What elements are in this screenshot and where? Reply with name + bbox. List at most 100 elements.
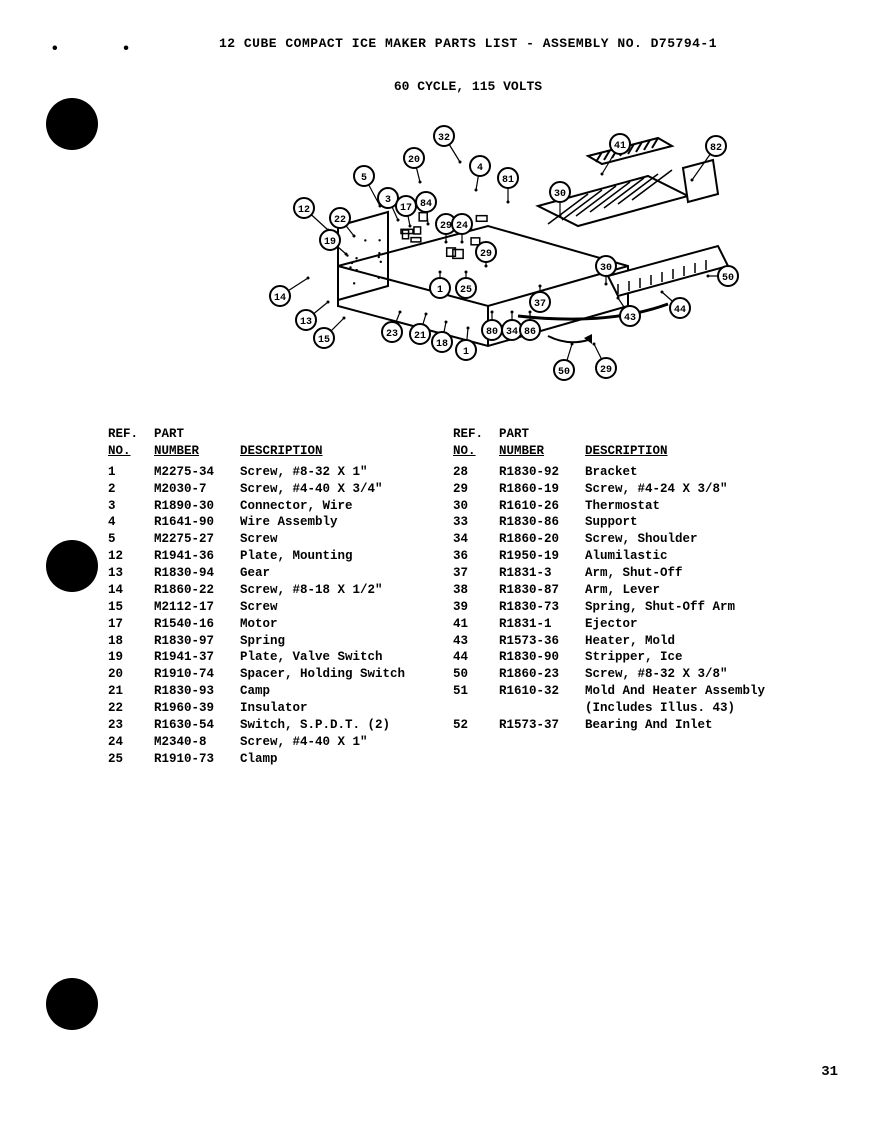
- callout-number: 32: [438, 133, 450, 144]
- parts-diagram-svg: 3241822048153031784122229241929305014125…: [188, 116, 748, 396]
- cell-partnumber: R1910-74: [154, 666, 240, 683]
- cell-description: Screw, #8-32 X 1": [240, 464, 405, 481]
- callout-number: 5: [361, 173, 367, 184]
- cell-ref: 14: [108, 582, 154, 599]
- callout-number: 81: [502, 175, 514, 186]
- punch-hole: [46, 540, 98, 592]
- scan-artifact-dots: • •: [50, 40, 157, 58]
- callout-number: 1: [437, 285, 443, 296]
- cell-description: Thermostat: [585, 498, 765, 515]
- callout-number: 4: [477, 163, 483, 174]
- cell-partnumber: R1890-30: [154, 498, 240, 515]
- cell-description: Screw, #4-40 X 1": [240, 734, 405, 751]
- table-row: 12R1941-36Plate, Mounting: [108, 548, 405, 565]
- cell-partnumber: R1860-23: [499, 666, 585, 683]
- callout-number: 23: [386, 329, 398, 340]
- cell-description: Arm, Lever: [585, 582, 765, 599]
- table-row: 51R1610-32Mold And Heater Assembly: [453, 683, 765, 700]
- cell-ref: 30: [453, 498, 499, 515]
- table-row: (Includes Illus. 43): [453, 700, 765, 717]
- table-row: 25R1910-73Clamp: [108, 751, 405, 768]
- cell-ref: 18: [108, 633, 154, 650]
- callout-number: 22: [334, 215, 346, 226]
- cell-ref: 2: [108, 481, 154, 498]
- parts-tables: REF. NO. PART NUMBER DESCRIPTION 1M2275-…: [108, 426, 836, 768]
- table-body-right: 28R1830-92Bracket29R1860-19Screw, #4-24 …: [453, 464, 765, 734]
- cell-ref: 24: [108, 734, 154, 751]
- table-row: 5M2275-27Screw: [108, 531, 405, 548]
- cell-partnumber: R1941-37: [154, 649, 240, 666]
- cell-partnumber: R1860-19: [499, 481, 585, 498]
- table-row: 41R1831-1Ejector: [453, 616, 765, 633]
- cell-description: Screw, Shoulder: [585, 531, 765, 548]
- table-row: 29R1860-19Screw, #4-24 X 3/8": [453, 481, 765, 498]
- callout-number: 3: [385, 195, 391, 206]
- table-row: 1M2275-34Screw, #8-32 X 1": [108, 464, 405, 481]
- cell-partnumber: R1540-16: [154, 616, 240, 633]
- page-number: 31: [821, 1064, 838, 1080]
- callout-number: 18: [436, 339, 448, 350]
- cell-partnumber: M2275-27: [154, 531, 240, 548]
- table-row: 43R1573-36Heater, Mold: [453, 633, 765, 650]
- cell-description: Insulator: [240, 700, 405, 717]
- cell-description: Mold And Heater Assembly: [585, 683, 765, 700]
- table-row: 38R1830-87Arm, Lever: [453, 582, 765, 599]
- callout-number: 17: [400, 203, 412, 214]
- cell-ref: 28: [453, 464, 499, 481]
- cell-description: Connector, Wire: [240, 498, 405, 515]
- cell-ref: 41: [453, 616, 499, 633]
- cell-ref: 5: [108, 531, 154, 548]
- callout-number: 30: [554, 189, 566, 200]
- cell-description: Clamp: [240, 751, 405, 768]
- cell-description: Spring, Shut-Off Arm: [585, 599, 765, 616]
- cell-partnumber: R1830-93: [154, 683, 240, 700]
- cell-partnumber: R1630-54: [154, 717, 240, 734]
- callout-number: 19: [324, 237, 336, 248]
- header-ref-line1: REF.: [453, 426, 499, 443]
- cell-partnumber: R1860-20: [499, 531, 585, 548]
- header-part-line1: PART: [154, 426, 240, 443]
- table-row: 39R1830-73Spring, Shut-Off Arm: [453, 599, 765, 616]
- cell-ref: 37: [453, 565, 499, 582]
- header-ref-line2: NO.: [453, 443, 499, 460]
- callout-number: 50: [558, 367, 570, 378]
- cell-ref: 12: [108, 548, 154, 565]
- table-row: 28R1830-92Bracket: [453, 464, 765, 481]
- callout-number: 21: [414, 331, 426, 342]
- table-row: 44R1830-90Stripper, Ice: [453, 649, 765, 666]
- cell-partnumber: M2030-7: [154, 481, 240, 498]
- header-part-line1: PART: [499, 426, 585, 443]
- cell-partnumber: R1830-94: [154, 565, 240, 582]
- table-row: 17R1540-16Motor: [108, 616, 405, 633]
- table-row: 33R1830-86Support: [453, 514, 765, 531]
- header-ref-line1: REF.: [108, 426, 154, 443]
- cell-ref: 34: [453, 531, 499, 548]
- cell-partnumber: R1830-90: [499, 649, 585, 666]
- cell-ref: 25: [108, 751, 154, 768]
- cell-ref: [453, 700, 499, 717]
- callout-number: 37: [534, 299, 546, 310]
- cell-ref: 4: [108, 514, 154, 531]
- cell-ref: 22: [108, 700, 154, 717]
- cell-partnumber: R1950-19: [499, 548, 585, 565]
- cell-partnumber: R1941-36: [154, 548, 240, 565]
- table-row: 52R1573-37Bearing And Inlet: [453, 717, 765, 734]
- cell-description: Spring: [240, 633, 405, 650]
- parts-table-right: REF. NO. PART NUMBER DESCRIPTION 28R1830…: [453, 426, 765, 768]
- callout-number: 25: [460, 285, 472, 296]
- header-part-line2: NUMBER: [154, 443, 240, 460]
- callout-number: 84: [420, 199, 432, 210]
- table-row: 13R1830-94Gear: [108, 565, 405, 582]
- cell-partnumber: R1960-39: [154, 700, 240, 717]
- table-body-left: 1M2275-34Screw, #8-32 X 1"2M2030-7Screw,…: [108, 464, 405, 768]
- table-row: 20R1910-74Spacer, Holding Switch: [108, 666, 405, 683]
- table-row: 30R1610-26Thermostat: [453, 498, 765, 515]
- callout-number: 20: [408, 155, 420, 166]
- cell-ref: 39: [453, 599, 499, 616]
- cell-ref: 15: [108, 599, 154, 616]
- callout-number: 86: [524, 327, 536, 338]
- header-ref-line2: NO.: [108, 443, 154, 460]
- cell-ref: 21: [108, 683, 154, 700]
- cell-description: Screw, #4-24 X 3/8": [585, 481, 765, 498]
- cell-partnumber: R1573-36: [499, 633, 585, 650]
